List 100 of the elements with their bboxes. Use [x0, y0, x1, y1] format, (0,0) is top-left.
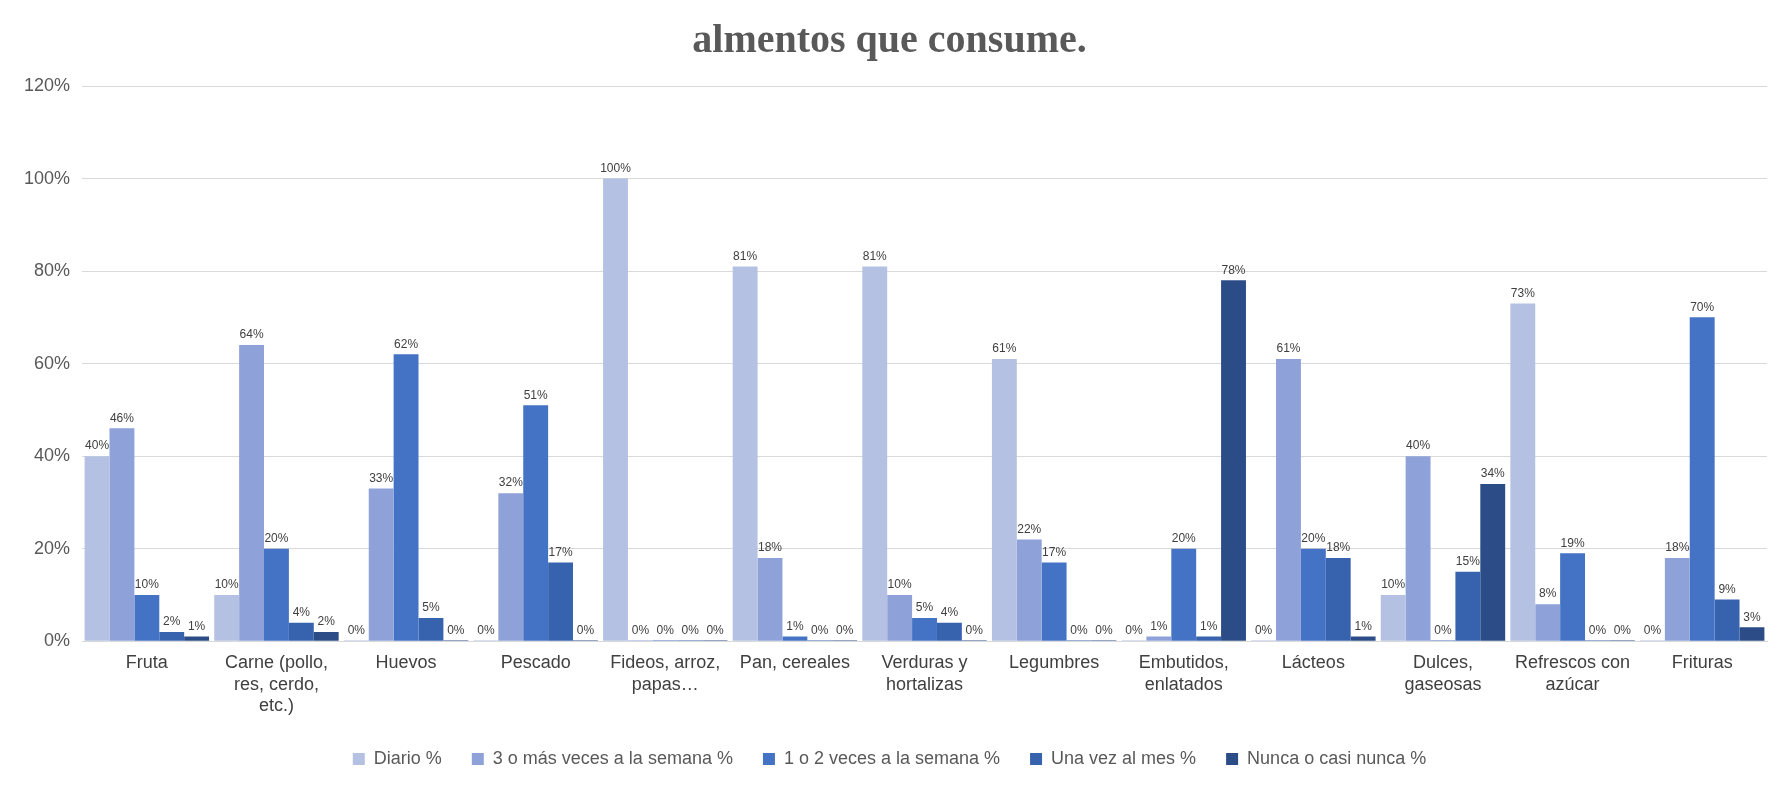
data-label: 17%	[1042, 544, 1067, 559]
bar	[1714, 599, 1740, 641]
data-label: 1%	[1354, 618, 1373, 633]
data-label: 4%	[940, 605, 959, 620]
data-label: 0%	[1095, 622, 1113, 637]
data-label: 0%	[1434, 622, 1452, 637]
data-label: 4%	[292, 605, 311, 620]
y-tick-label: 20%	[34, 537, 71, 558]
y-tick-label: 100%	[23, 167, 71, 188]
data-label: 10%	[134, 577, 160, 592]
data-label: 40%	[85, 438, 110, 453]
bar	[887, 594, 913, 641]
data-label: 62%	[394, 336, 419, 351]
x-tick-label: Lácteos	[1281, 651, 1345, 672]
data-label: 0%	[477, 622, 495, 637]
x-tick-label: Verduras y hortalizas	[881, 651, 968, 694]
bar	[1689, 317, 1715, 641]
bar	[1041, 562, 1067, 641]
y-tick-label: 60%	[34, 352, 71, 373]
bar	[548, 562, 574, 641]
bar	[1350, 636, 1376, 641]
data-label: 1%	[786, 618, 804, 633]
data-label: 0%	[656, 622, 675, 637]
x-tick-label: Pescado	[500, 651, 571, 672]
bar	[288, 622, 314, 641]
bar	[1380, 594, 1406, 641]
bar	[1480, 483, 1506, 641]
data-label: 2%	[163, 614, 181, 629]
bar	[1664, 557, 1690, 641]
data-label: 78%	[1221, 262, 1246, 277]
x-tick-label: Carne (pollo, res, cerdo, etc.)	[224, 651, 328, 716]
data-label: 32%	[498, 475, 524, 490]
bar	[1325, 557, 1351, 641]
bar	[84, 456, 110, 641]
x-tick-label: Legumbres	[1009, 651, 1100, 672]
data-label: 10%	[214, 577, 240, 592]
data-label: 18%	[1665, 540, 1690, 555]
legend-label: Nunca o casi nunca %	[1247, 747, 1427, 768]
data-label: 61%	[1276, 341, 1301, 356]
data-label: 0%	[347, 622, 366, 637]
bar	[264, 548, 289, 641]
legend-label: Una vez al mes %	[1051, 747, 1197, 768]
bar	[1196, 636, 1222, 641]
bar	[1405, 456, 1431, 641]
y-tick-label: 40%	[34, 445, 71, 466]
bar	[782, 636, 808, 641]
bar	[498, 493, 524, 641]
bar	[134, 594, 160, 641]
bar	[862, 266, 888, 641]
x-tick-label: Frituras	[1671, 651, 1733, 672]
data-label: 73%	[1510, 285, 1536, 300]
bar	[109, 428, 135, 641]
bar	[523, 405, 549, 641]
data-label: 10%	[1381, 577, 1406, 592]
data-label: 0%	[1125, 622, 1143, 637]
x-tick-label: Refrescos con azúcar	[1515, 651, 1631, 694]
data-label: 20%	[1301, 530, 1326, 545]
bar	[1560, 553, 1586, 641]
bar	[1276, 358, 1301, 641]
x-tick-label: Fideos, arroz, papas…	[610, 651, 721, 694]
data-label: 1%	[1150, 618, 1168, 633]
data-label: 70%	[1690, 299, 1715, 314]
data-label: 8%	[1539, 586, 1557, 601]
data-label: 34%	[1480, 466, 1506, 481]
data-label: 0%	[631, 622, 650, 637]
data-label: 0%	[681, 622, 700, 637]
data-label: 46%	[109, 410, 135, 425]
bar	[732, 266, 758, 641]
data-label: 15%	[1455, 554, 1481, 569]
legend-label: 3 o más veces a la semana %	[492, 747, 733, 768]
x-tick-label: Dulces, gaseosas	[1404, 651, 1482, 694]
bar	[1510, 303, 1536, 641]
bar	[1300, 548, 1326, 641]
bar	[184, 636, 210, 641]
bar	[912, 618, 937, 641]
bar	[1171, 548, 1197, 641]
data-label: 2%	[317, 614, 336, 629]
data-label: 5%	[422, 600, 440, 615]
bar	[1016, 539, 1042, 641]
bar	[393, 354, 419, 641]
y-tick-label: 80%	[34, 260, 71, 281]
data-label: 3%	[1743, 609, 1761, 624]
data-label: 9%	[1718, 581, 1737, 596]
data-label: 0%	[1588, 622, 1607, 637]
data-label: 0%	[1643, 622, 1662, 637]
data-label: 20%	[264, 530, 289, 545]
x-tick-label: Huevos	[375, 651, 437, 672]
bar	[313, 631, 339, 641]
data-label: 22%	[1017, 521, 1042, 536]
bar	[239, 345, 265, 641]
data-label: 81%	[733, 248, 758, 263]
data-label: 0%	[576, 622, 595, 637]
bar	[603, 178, 628, 641]
data-label: 0%	[836, 622, 854, 637]
data-label: 0%	[1613, 622, 1632, 637]
data-label: 0%	[1070, 622, 1089, 637]
x-tick-label: Embutidos, enlatados	[1138, 651, 1229, 694]
data-label: 100%	[600, 160, 632, 175]
y-tick-label: 120%	[23, 74, 71, 95]
bar	[1739, 627, 1765, 641]
